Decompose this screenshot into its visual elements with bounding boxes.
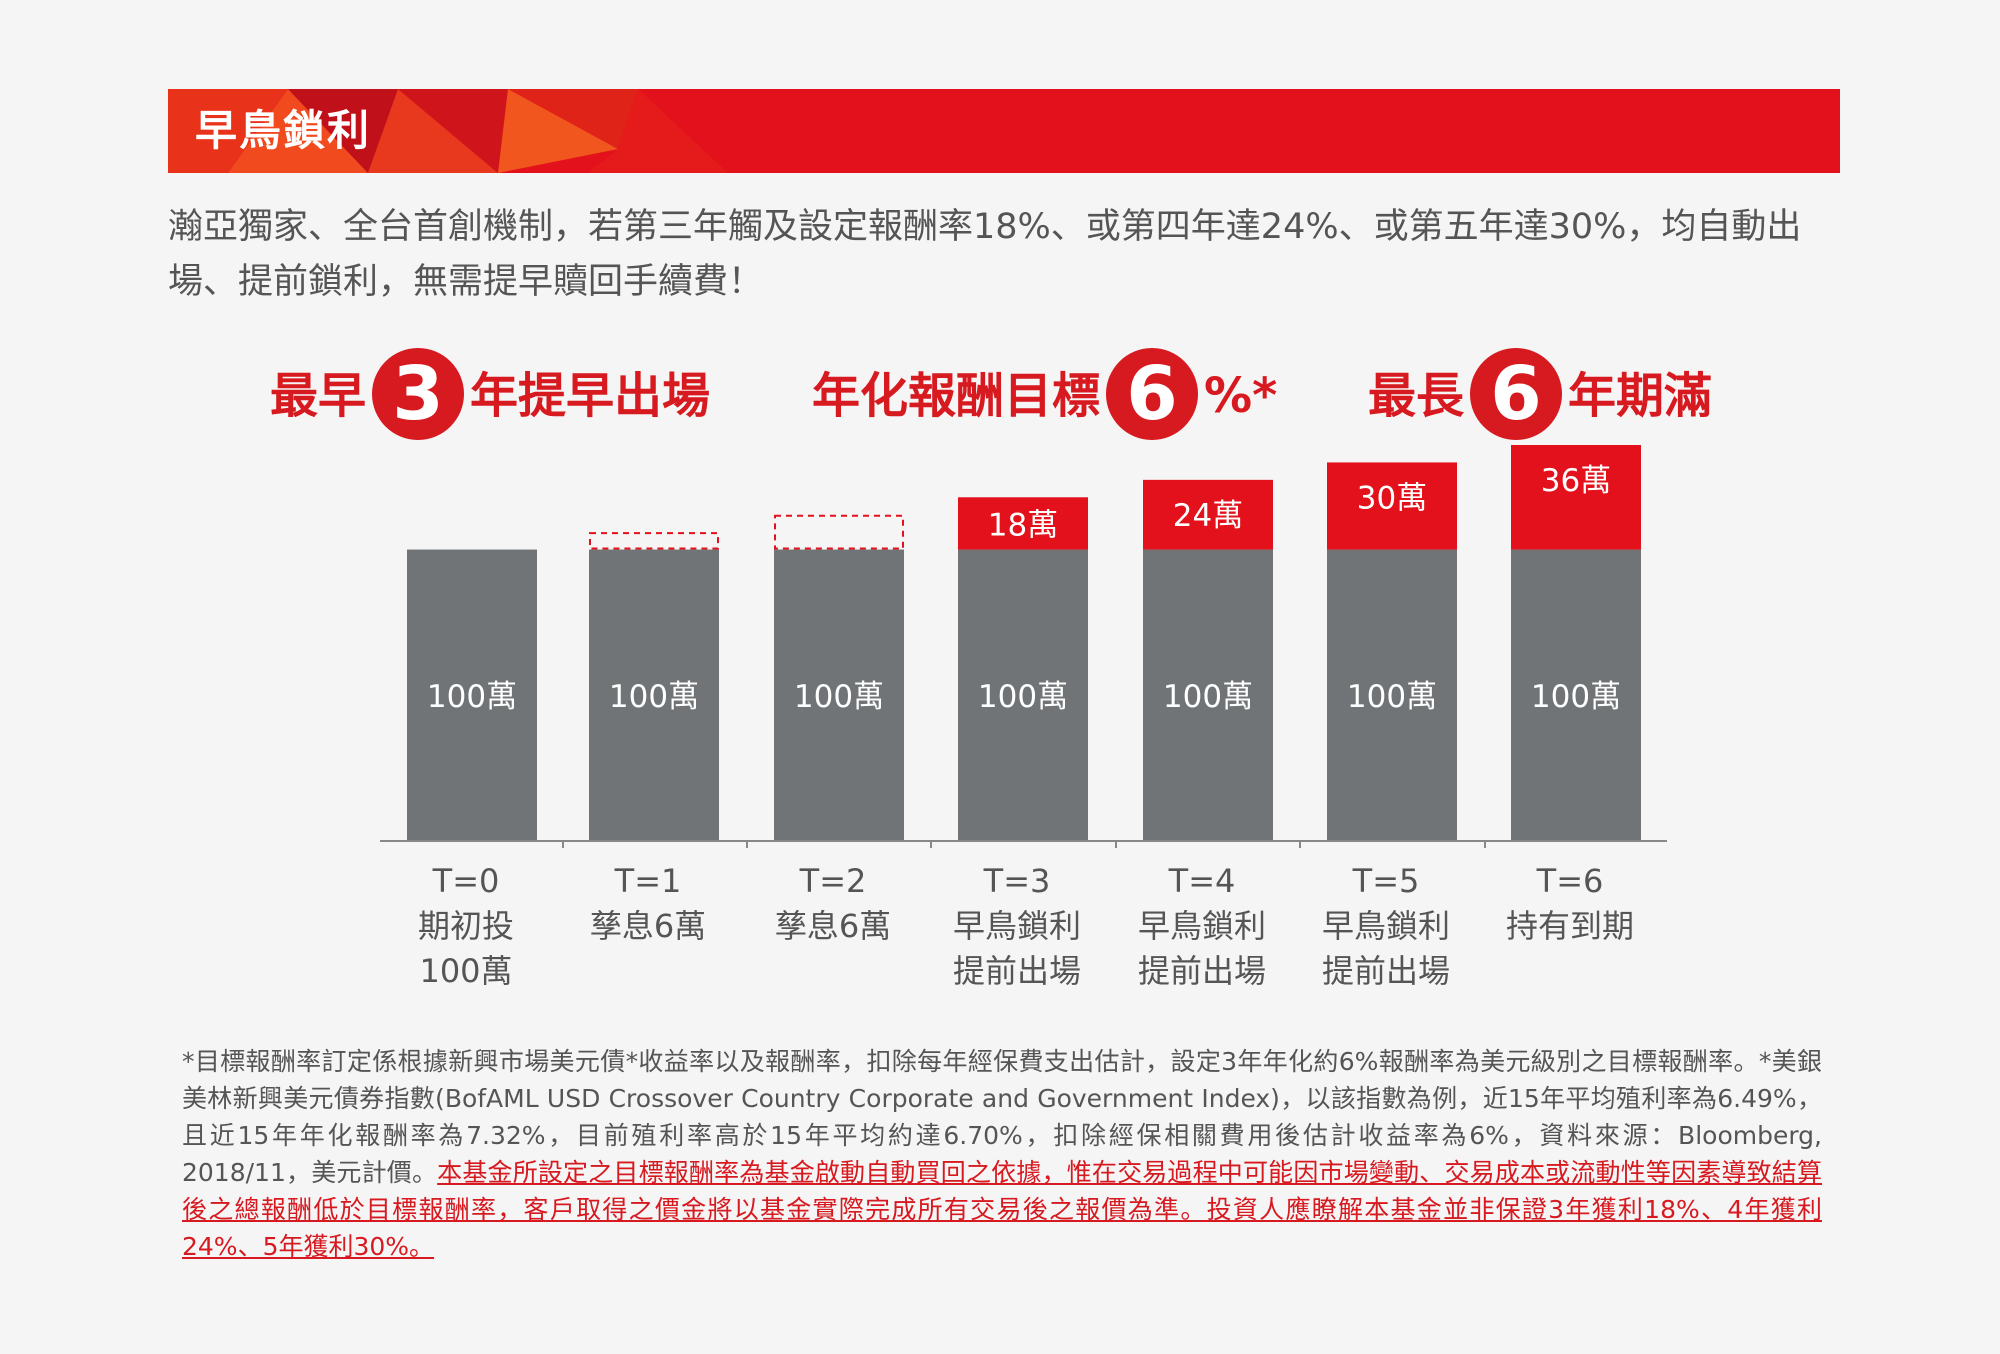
x-tick-label: T=0 <box>432 862 500 900</box>
x-tick-label: 早鳥鎖利 <box>953 907 1081 945</box>
highlight-pre: 年化報酬目標 <box>812 368 1101 424</box>
x-tick-label: 期初投 <box>418 907 514 945</box>
bar-principal <box>1143 549 1273 840</box>
bar-principal <box>589 549 719 840</box>
bar-principal <box>407 549 537 840</box>
intro-text: 瀚亞獨家、全台首創機制，若第三年觸及設定報酬率18%、或第四年達24%、或第五年… <box>168 207 1802 302</box>
x-tick-label: 提前出場 <box>1322 952 1450 990</box>
highlight-pre: 最早 <box>270 368 367 424</box>
highlight-number-circle: 6 <box>1470 348 1563 440</box>
banner-pattern <box>168 89 728 173</box>
x-tick-label: 提前出場 <box>953 952 1081 990</box>
bar-return <box>1327 462 1457 550</box>
bar-return-dashed <box>589 532 719 550</box>
x-tick-label: 提前出場 <box>1138 952 1266 990</box>
highlight-post: %* <box>1204 368 1278 424</box>
highlight-number-circle: 6 <box>1106 348 1199 440</box>
highlight-earliest-exit: 最早 3 年提早出場 <box>270 348 711 440</box>
x-tick-label: T=1 <box>614 862 682 900</box>
highlight-pre: 最長 <box>1368 368 1465 424</box>
bar-label-principal: 100萬 <box>794 679 884 715</box>
bar-label-principal: 100萬 <box>609 679 699 715</box>
bar-principal <box>958 549 1088 840</box>
footnote-plain: *目標報酬率訂定係根據新興市場美元債*收益率以及報酬率，扣除每年經保費支出估計，… <box>182 1047 1822 1187</box>
footnote-disclaimer: 本基金所設定之目標報酬率為基金啟動自動買回之依據，惟在交易過程中可能因市場變動、… <box>182 1158 1822 1261</box>
highlight-max-term: 最長 6 年期滿 <box>1368 348 1713 440</box>
x-tick-label: T=5 <box>1352 862 1420 900</box>
x-tick-label: 孳息6萬 <box>590 907 706 945</box>
bar-label-principal: 100萬 <box>978 679 1068 715</box>
bar-label-principal: 100萬 <box>427 679 517 715</box>
highlight-number-circle: 3 <box>372 348 465 440</box>
x-tick-label: 100萬 <box>419 952 512 990</box>
highlight-post: 年期滿 <box>1568 368 1713 424</box>
footnote: *目標報酬率訂定係根據新興市場美元債*收益率以及報酬率，扣除每年經保費支出估計，… <box>182 1043 1822 1265</box>
bar-return <box>958 497 1088 550</box>
bar-label-return: 36萬 <box>1541 463 1611 499</box>
bar-label-return: 30萬 <box>1357 480 1427 516</box>
bar-label-return: 24萬 <box>1173 498 1243 534</box>
bar-return-dashed <box>774 514 904 550</box>
bar-label-return: 18萬 <box>988 507 1058 543</box>
bar-label-principal: 100萬 <box>1531 679 1621 715</box>
x-tick-label: 早鳥鎖利 <box>1138 907 1266 945</box>
bar-label-principal: 100萬 <box>1163 679 1253 715</box>
x-tick-label: 孳息6萬 <box>775 907 891 945</box>
x-tick-label: T=6 <box>1536 862 1604 900</box>
x-tick-label: T=4 <box>1168 862 1236 900</box>
bar-return <box>1143 479 1273 550</box>
banner-title: 早鳥鎖利 <box>195 106 372 155</box>
x-tick-label: 早鳥鎖利 <box>1322 907 1450 945</box>
bar-principal <box>1511 549 1641 840</box>
stacked-bar-chart: 100萬 T=0 期初投 100萬 100萬 T=1 孳息6萬 100萬 T=2 孳息6萬 100萬… <box>380 445 1667 990</box>
x-tick-label: 持有到期 <box>1506 907 1634 945</box>
section-banner: 早鳥鎖利 <box>168 89 1840 173</box>
bar-label-principal: 100萬 <box>1347 679 1437 715</box>
bar-principal <box>1327 549 1457 840</box>
highlight-post: 年提早出場 <box>470 368 711 424</box>
x-tick-label: T=2 <box>799 862 867 900</box>
bar-principal <box>774 549 904 840</box>
bar-return <box>1511 445 1641 550</box>
highlight-annual-target: 年化報酬目標 6 %* <box>812 348 1278 440</box>
x-tick-label: T=3 <box>983 862 1051 900</box>
